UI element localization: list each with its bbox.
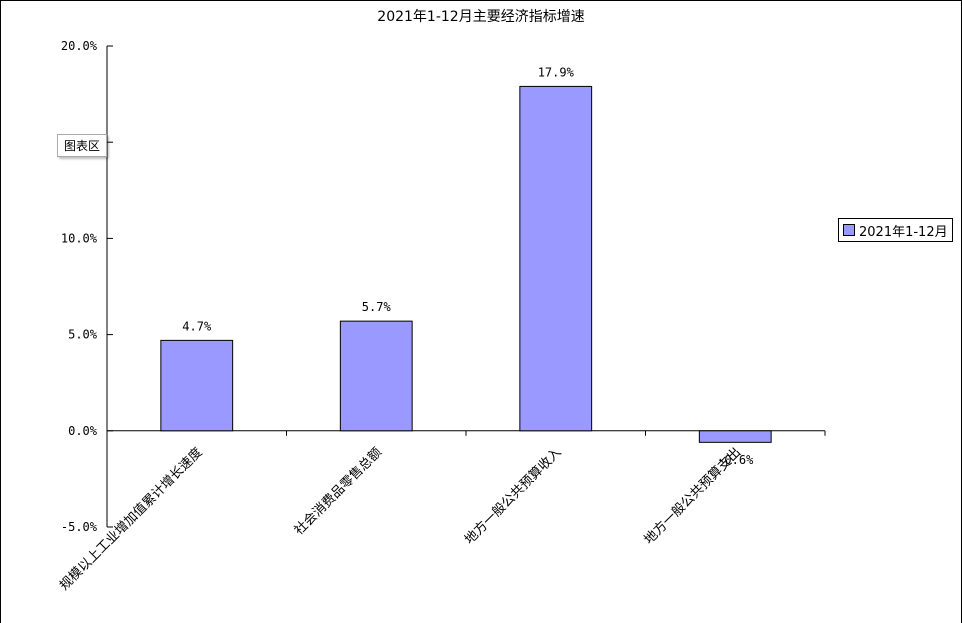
x-category-label: 规模以上工业增加值累计增长速度 (56, 444, 205, 593)
legend-swatch (843, 224, 855, 236)
data-label: 5.7% (362, 300, 392, 314)
bar (519, 85, 593, 432)
chart-title: 2021年1-12月主要经济指标增速 (377, 9, 584, 25)
data-label: -0.6% (717, 453, 754, 467)
x-category-label: 社会消费品零售总额 (291, 444, 385, 538)
y-tick-label: -5.0% (61, 520, 98, 534)
data-label: 4.7% (182, 319, 212, 333)
bar (160, 339, 234, 432)
x-category-label: 地方一般公共预算收入 (461, 444, 564, 547)
plot-area: -5.0% 0.0% 5.0% 10.0% 20.0% 4.7% 规模以上工业增加值累计增长… (56, 39, 826, 594)
data-label: 17.9% (538, 65, 575, 79)
y-tick-label: 20.0% (61, 39, 98, 53)
bar (698, 430, 772, 443)
y-tick-label: 0.0% (68, 424, 98, 438)
legend-label: 2021年1-12月 (859, 224, 948, 240)
chart-area-tooltip: 图表区 (57, 134, 108, 157)
legend[interactable]: 2021年1-12月 (838, 218, 953, 242)
bar (339, 320, 413, 432)
y-tick-label: 10.0% (61, 231, 98, 245)
x-category-label: 地方一般公共预算支出 (641, 444, 744, 547)
y-tick-label: 5.0% (68, 328, 98, 342)
